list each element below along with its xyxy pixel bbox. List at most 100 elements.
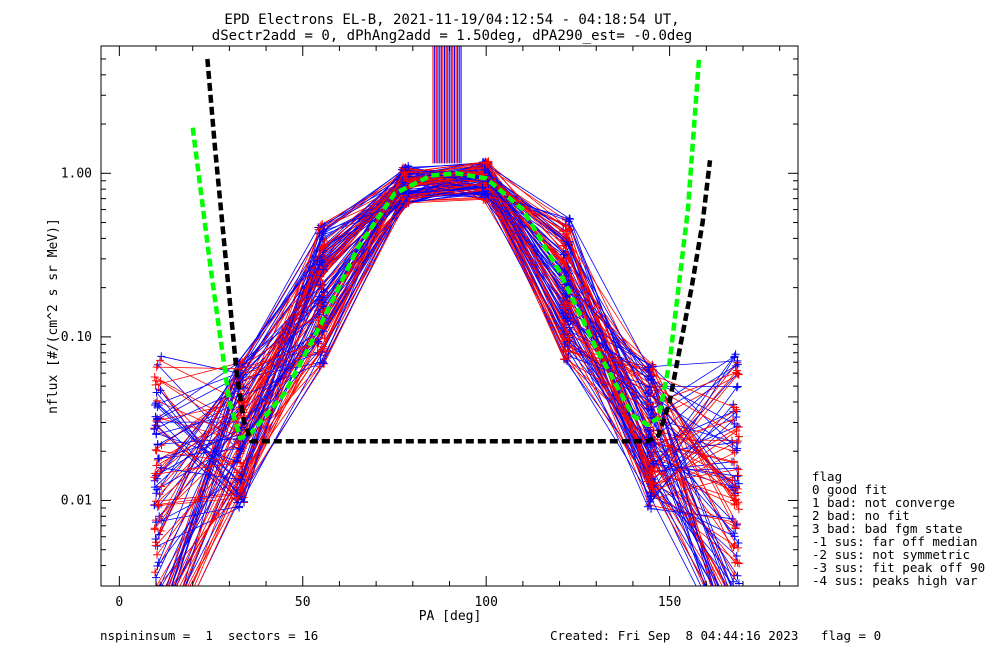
data-point-marker xyxy=(731,608,739,616)
data-point-marker xyxy=(728,483,737,492)
data-point-marker xyxy=(732,383,741,392)
data-point-marker xyxy=(729,518,738,527)
data-point-marker xyxy=(732,426,741,435)
data-point-marker xyxy=(643,502,652,511)
data-point-marker xyxy=(646,492,655,501)
data-point-marker xyxy=(730,596,738,604)
data-point-marker xyxy=(236,458,245,467)
blue-series-line xyxy=(155,193,738,504)
data-point-marker xyxy=(157,463,166,472)
data-point-marker xyxy=(564,335,573,344)
data-point-marker xyxy=(235,502,244,511)
data-point-marker xyxy=(560,267,569,276)
red-series-line xyxy=(191,171,734,586)
blue-series-line xyxy=(157,186,713,586)
blue-series-line xyxy=(156,171,735,523)
data-point-marker xyxy=(156,377,165,386)
data-point-marker xyxy=(151,380,160,389)
data-point-marker xyxy=(232,489,241,498)
data-point-marker xyxy=(156,526,165,535)
data-point-marker xyxy=(729,646,737,650)
data-point-marker xyxy=(730,403,739,412)
fit-curve-1 xyxy=(205,58,713,444)
data-point-marker xyxy=(316,301,325,310)
data-point-marker xyxy=(402,174,411,183)
data-point-marker xyxy=(237,475,246,484)
data-point-marker xyxy=(152,550,161,559)
data-point-marker xyxy=(237,462,246,471)
data-point-marker xyxy=(160,582,162,586)
data-point-marker xyxy=(649,459,658,468)
data-point-marker xyxy=(319,342,328,351)
data-point-marker xyxy=(153,609,161,617)
data-point-marker xyxy=(155,490,164,499)
data-layer xyxy=(150,46,744,650)
data-point-marker xyxy=(151,644,159,650)
data-point-marker xyxy=(152,429,161,438)
red-series-line xyxy=(160,198,739,487)
data-point-marker xyxy=(233,498,242,507)
red-series-line xyxy=(161,182,726,586)
data-point-marker xyxy=(154,614,162,622)
legend-entry: 3 bad: bad fgm state xyxy=(812,521,963,536)
footer-left: nspininsum = 1 sectors = 16 xyxy=(100,628,318,643)
data-point-marker xyxy=(730,353,739,362)
data-point-marker xyxy=(155,646,163,650)
data-point-marker xyxy=(728,416,737,425)
legend-entry: -4 sus: peaks high var xyxy=(812,573,978,588)
data-point-marker xyxy=(644,363,653,372)
data-point-marker xyxy=(734,539,743,548)
data-point-marker xyxy=(734,437,743,446)
data-point-marker xyxy=(400,168,409,177)
data-point-marker xyxy=(153,612,161,620)
plot-area xyxy=(150,46,744,650)
data-point-marker xyxy=(730,599,738,607)
data-point-marker xyxy=(150,615,158,623)
data-point-marker xyxy=(562,352,571,361)
data-point-marker xyxy=(561,299,570,308)
data-point-marker xyxy=(731,491,740,500)
data-point-marker xyxy=(559,250,568,259)
data-point-marker xyxy=(645,400,654,409)
data-point-marker xyxy=(733,571,742,580)
legend-title: flag xyxy=(812,469,842,484)
legend-entry: -1 sus: far off median xyxy=(812,534,978,549)
data-point-marker xyxy=(560,304,569,313)
footer-right: Created: Fri Sep 8 04:44:16 2023 flag = … xyxy=(550,628,881,643)
data-point-marker xyxy=(154,605,162,613)
data-point-marker xyxy=(154,501,163,510)
data-point-marker xyxy=(734,579,743,586)
data-point-marker xyxy=(156,608,164,616)
red-series-line xyxy=(194,178,739,586)
data-point-marker xyxy=(319,265,328,274)
x-tick-label: 100 xyxy=(474,595,497,610)
data-point-marker xyxy=(313,256,322,265)
data-point-marker xyxy=(154,385,163,394)
data-point-marker xyxy=(152,388,161,397)
data-point-marker xyxy=(730,448,739,457)
data-point-marker xyxy=(563,291,572,300)
data-point-marker xyxy=(153,396,162,405)
data-point-marker xyxy=(153,469,162,478)
red-series-line xyxy=(159,168,734,472)
data-point-marker xyxy=(564,254,573,263)
data-point-marker xyxy=(152,618,160,626)
data-point-marker xyxy=(157,352,166,361)
blue-series-line xyxy=(156,165,738,576)
data-point-marker xyxy=(735,559,744,568)
fit-layer xyxy=(190,58,713,444)
data-point-marker xyxy=(318,281,327,290)
data-point-marker xyxy=(152,489,161,498)
data-point-marker xyxy=(733,366,742,375)
legend-entry: 2 bad: no fit xyxy=(812,508,910,523)
data-point-marker xyxy=(732,446,741,455)
data-point-marker xyxy=(731,368,740,377)
data-point-marker xyxy=(648,365,657,374)
red-series-line xyxy=(154,188,739,503)
data-point-marker xyxy=(151,445,160,454)
data-point-marker xyxy=(155,612,163,620)
data-point-marker xyxy=(730,529,739,538)
data-point-marker xyxy=(157,482,166,491)
y-axis-label: nflux [#/(cm^2 s sr MeV)] xyxy=(46,218,61,414)
data-point-marker xyxy=(154,500,163,509)
